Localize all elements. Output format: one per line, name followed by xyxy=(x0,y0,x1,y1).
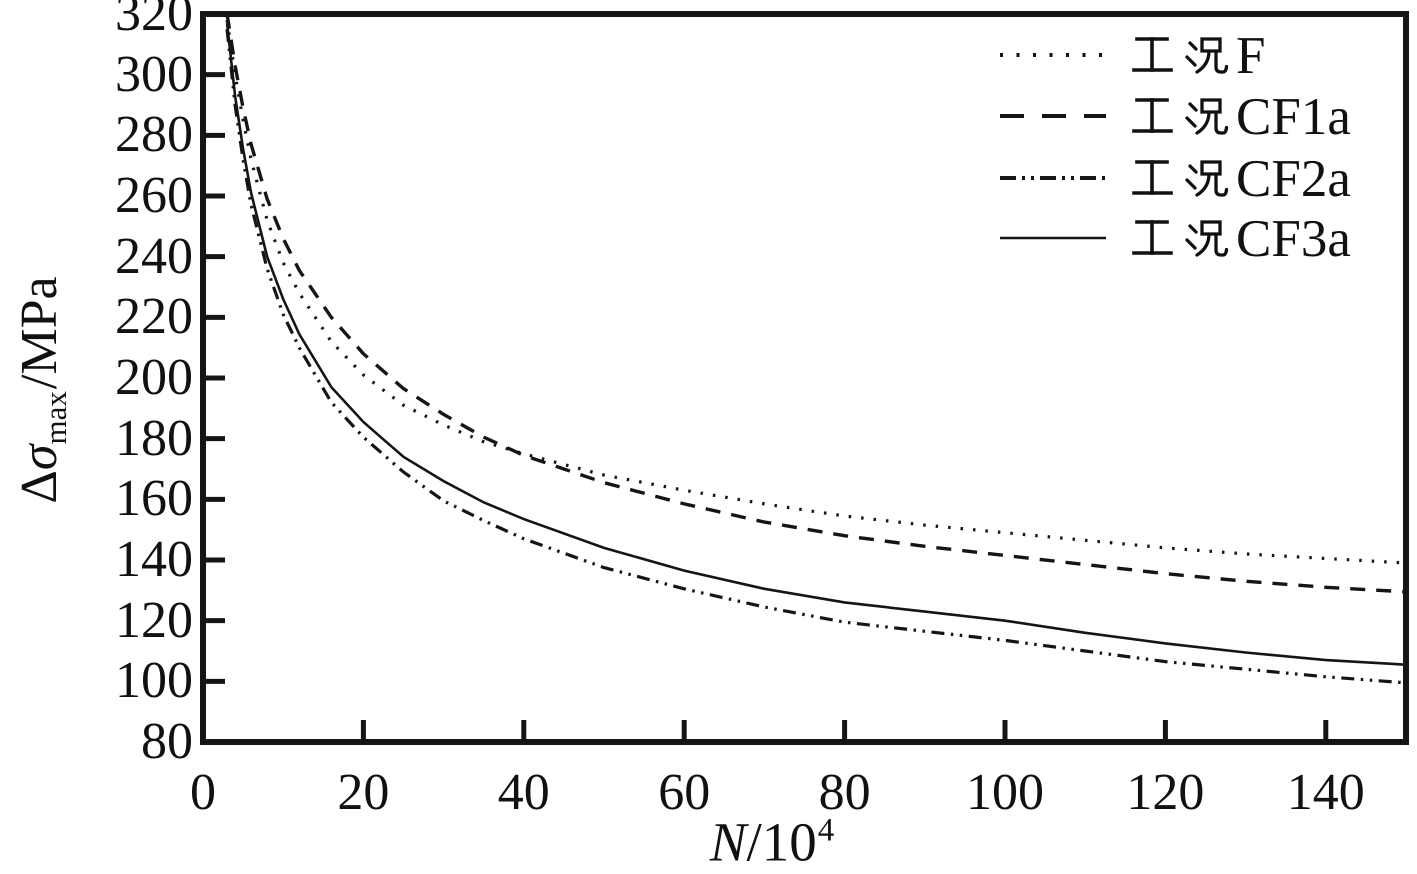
y-axis-delta: Δ xyxy=(11,470,68,504)
legend-label: CF2a xyxy=(1236,150,1351,208)
y-axis-subscript: max xyxy=(38,391,73,445)
x-tick-label: 60 xyxy=(658,764,711,821)
y-axis-unit: /MPa xyxy=(11,276,68,390)
curve-f xyxy=(225,19,1407,565)
curves xyxy=(225,13,1407,685)
x-axis-base: /10 xyxy=(746,811,817,873)
legend-label: CF1a xyxy=(1236,88,1351,146)
y-tick-label: 120 xyxy=(115,591,193,649)
x-axis-title: N/104 xyxy=(709,811,835,873)
y-tick-label: 200 xyxy=(115,349,193,406)
y-tick-label: 180 xyxy=(115,409,193,467)
x-tick-label: 40 xyxy=(497,764,550,821)
x-tick-label: 140 xyxy=(1286,764,1365,821)
legend-label: CF3a xyxy=(1236,210,1351,268)
x-tick-label: 0 xyxy=(190,764,216,821)
y-axis-sigma: σ xyxy=(11,444,68,471)
x-axis-symbol: N xyxy=(709,811,747,873)
x-tick-label: 100 xyxy=(966,764,1044,821)
y-tick-label: 80 xyxy=(141,713,193,770)
curve-cf2a xyxy=(225,28,1407,685)
y-tick-label: 220 xyxy=(115,288,193,346)
x-tick-label: 80 xyxy=(818,764,871,821)
y-tick-label: 300 xyxy=(115,45,193,103)
legend-label: F xyxy=(1236,27,1265,85)
y-axis-title: Δσmax/MPa xyxy=(11,276,73,504)
y-tick-label: 320 xyxy=(115,0,193,42)
plot-area xyxy=(200,11,1409,745)
y-tick-label: 140 xyxy=(115,531,193,588)
x-axis-exponent: 4 xyxy=(817,812,835,849)
y-tick-label: 280 xyxy=(115,106,193,164)
x-tick-label: 20 xyxy=(337,764,390,821)
curve-cf3a xyxy=(225,22,1407,666)
y-tick-label: 240 xyxy=(115,227,193,285)
y-tick-label: 160 xyxy=(115,470,193,528)
y-tick-label: 100 xyxy=(115,652,193,710)
x-tick-label: 120 xyxy=(1126,764,1205,821)
y-tick-label: 260 xyxy=(115,167,193,224)
plot-border xyxy=(200,11,1409,745)
curve-cf1a xyxy=(225,13,1407,594)
